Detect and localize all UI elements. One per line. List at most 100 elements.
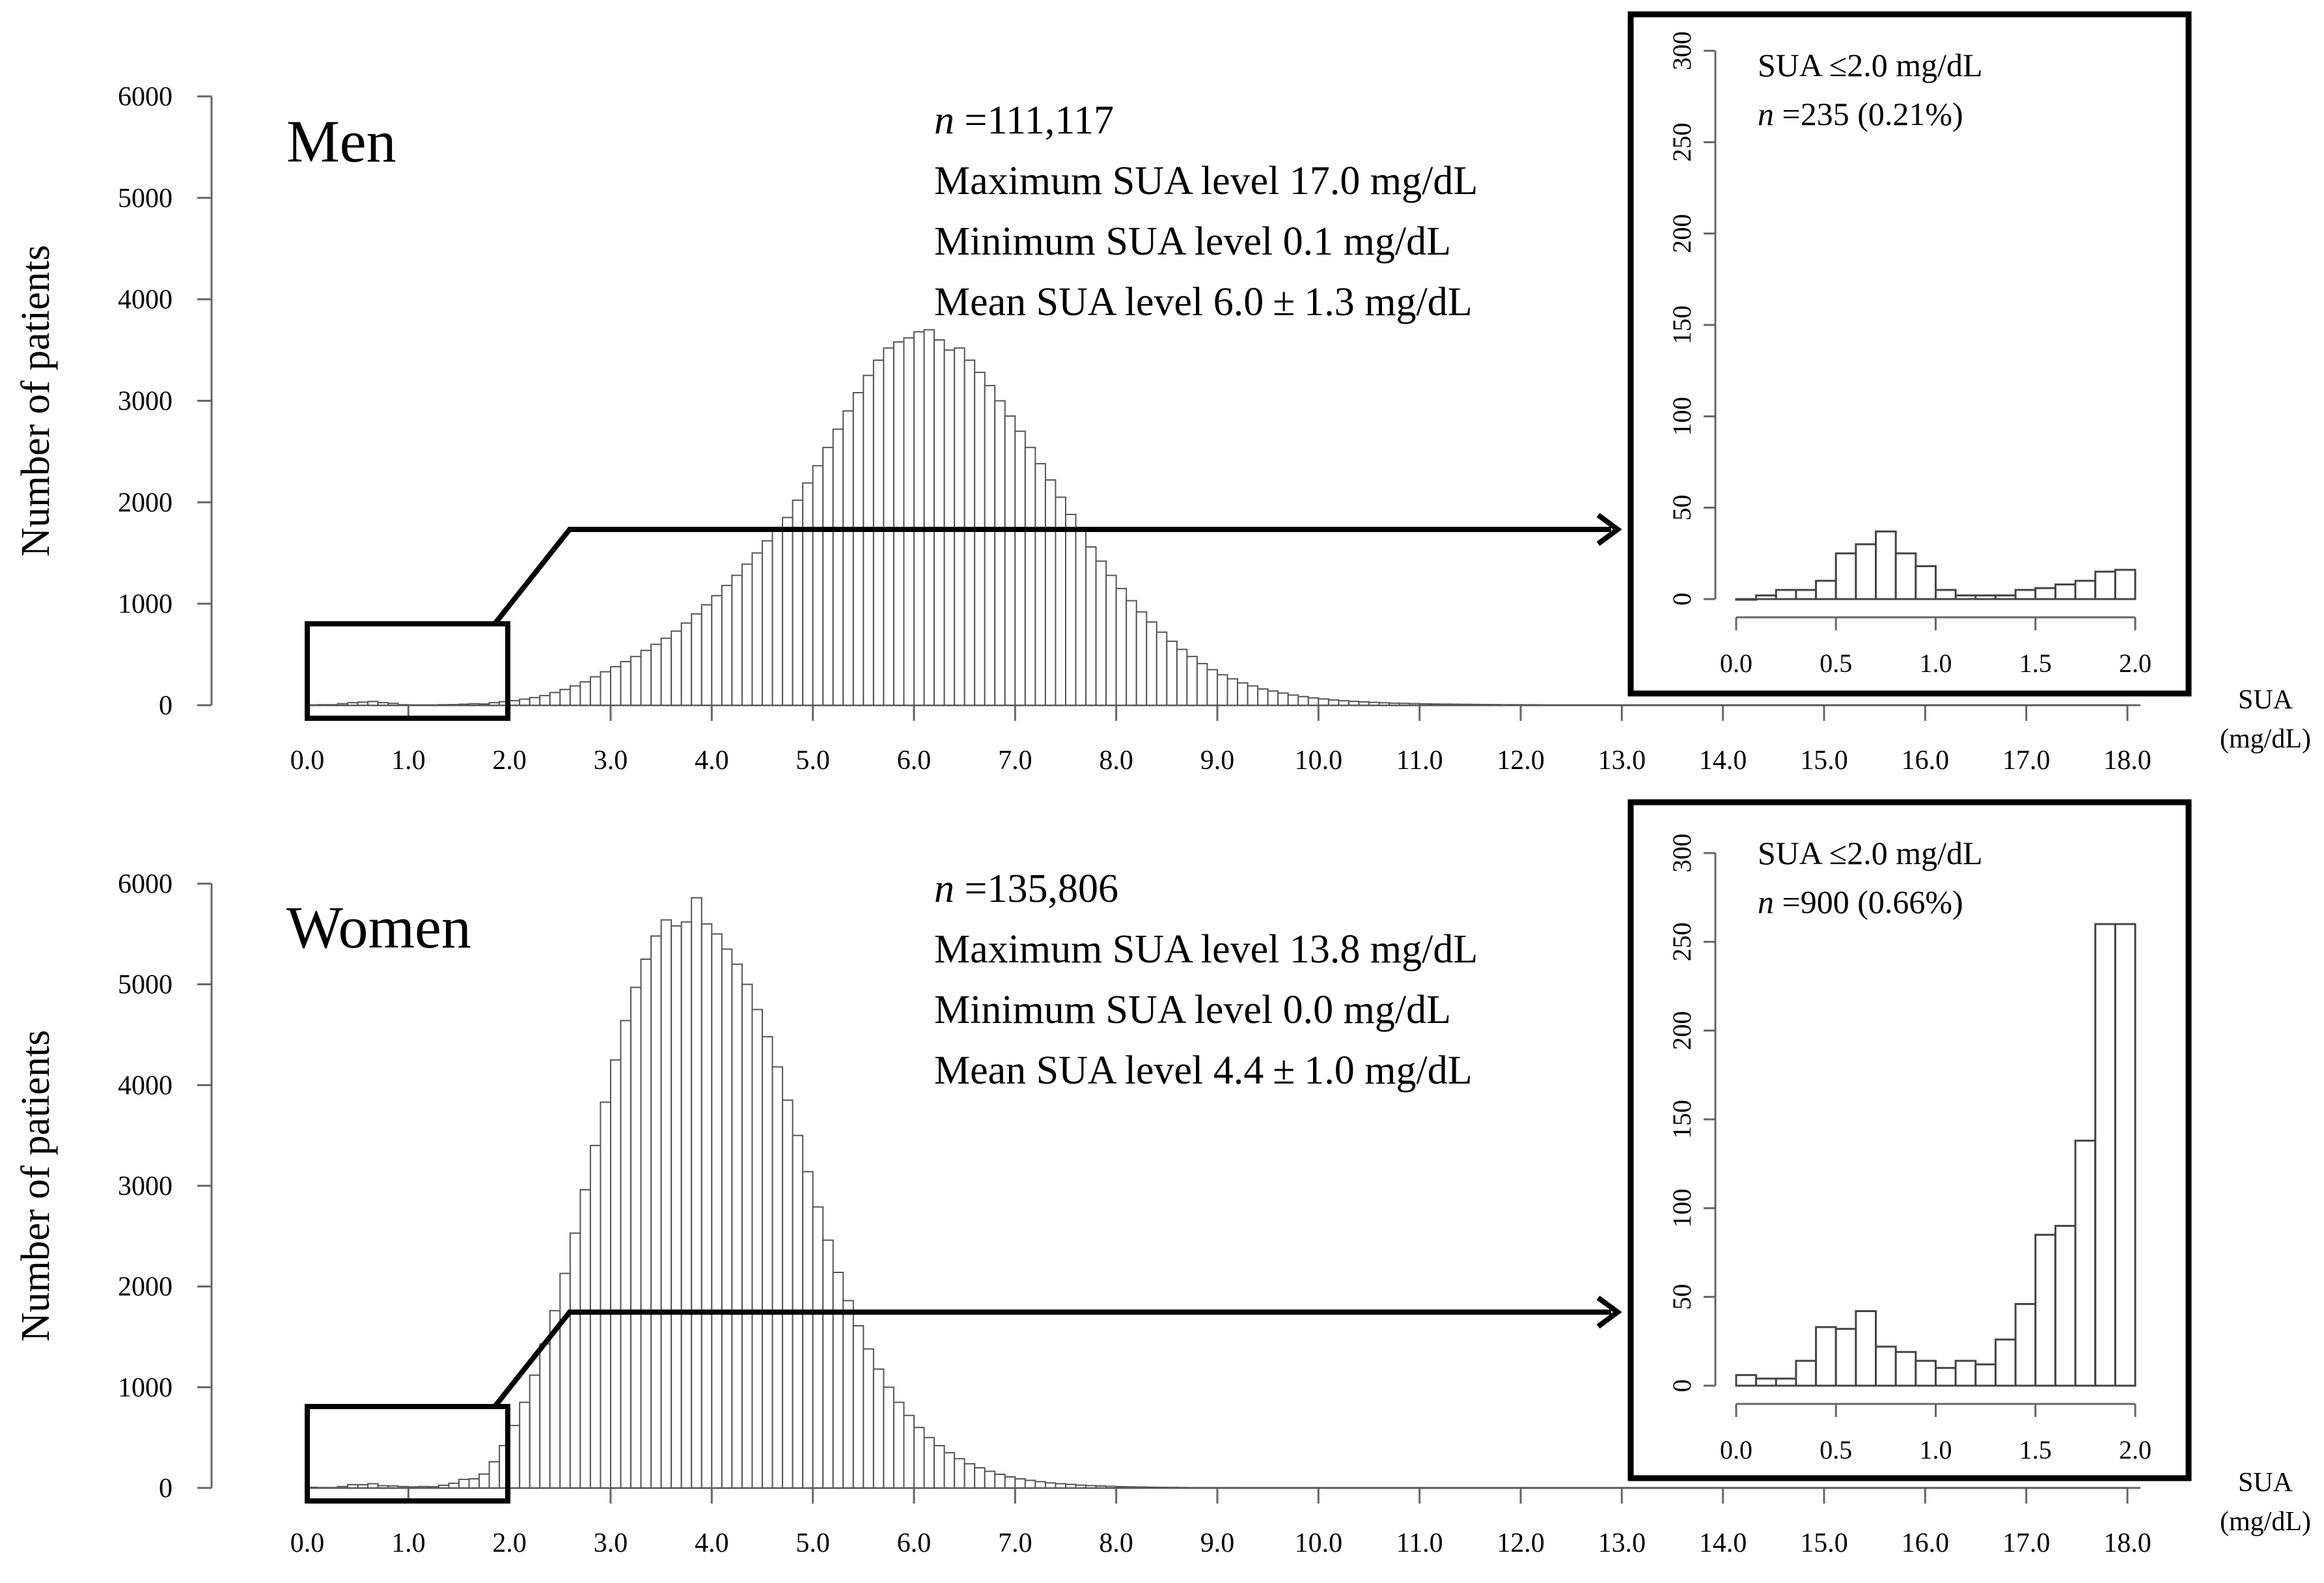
x-tick-label: 7.0: [998, 1528, 1032, 1558]
histogram-bar: [782, 516, 794, 706]
inset-x-tick-label: 2.0: [2119, 1435, 2151, 1464]
inset-bar: [2114, 923, 2137, 1387]
histogram-bar: [883, 1386, 894, 1489]
histogram-bar: [721, 585, 733, 706]
x-tick-label: 6.0: [897, 1528, 932, 1558]
x-tick-label: 0.0: [290, 746, 325, 776]
histogram-bar: [1004, 415, 1016, 706]
annotation-n-symbol: n: [934, 98, 954, 143]
x-tick-label: 1.0: [391, 746, 426, 776]
histogram-bar: [1196, 663, 1208, 707]
women-panel: Number of patients0100020003000400050006…: [14, 799, 2311, 1558]
histogram-bar: [1126, 600, 1137, 706]
histogram-bar: [741, 563, 753, 706]
histogram-bar: [468, 703, 480, 706]
inset-label-threshold: SUA ≤2.0 mg/dL: [1758, 47, 1983, 83]
x-tick-label: 13.0: [1598, 1528, 1646, 1558]
histogram-bar: [569, 1232, 581, 1489]
panel-title: Men: [286, 108, 396, 175]
zoom-connector: [492, 527, 1611, 626]
histogram-bar: [1146, 621, 1157, 707]
x-tick-label: 4.0: [695, 746, 729, 776]
inset-x-tick-label: 1.0: [1920, 1435, 1952, 1464]
annotation-n-value: =111,117: [954, 98, 1114, 143]
histogram-bar: [1014, 430, 1026, 706]
histogram-bar: [620, 1020, 632, 1489]
annotation-mean: Mean SUA level 6.0 ±1.3 mg/dL: [934, 280, 1473, 324]
histogram-bar: [397, 1485, 409, 1489]
inset-y-tick-label: 300: [1667, 834, 1696, 873]
histogram-bar: [671, 630, 682, 706]
histogram-bar: [762, 1036, 773, 1489]
y-axis-label: Number of patients: [14, 245, 58, 557]
inset-bar: [1994, 594, 2017, 600]
inset-bar: [1894, 1351, 1917, 1387]
histogram-bar: [934, 1445, 945, 1489]
histogram-bar: [1024, 447, 1036, 707]
histogram-bar: [1307, 697, 1320, 707]
histogram-bar: [620, 660, 632, 706]
histogram-bar: [1378, 702, 1390, 707]
x-tick-label: 9.0: [1200, 1528, 1235, 1558]
histogram-bar: [943, 1451, 956, 1489]
x-tick-label: 8.0: [1099, 1528, 1133, 1558]
arrow-head: [1596, 1295, 1622, 1329]
histogram-bar: [700, 604, 713, 706]
histogram-bar: [771, 1066, 784, 1489]
y-tick-label: 5000: [118, 184, 173, 214]
inset-bar: [1875, 1345, 1897, 1387]
annotation-mean-prefix: Mean SUA level 4.4: [934, 1048, 1264, 1093]
inset-bar: [2094, 570, 2116, 600]
x-tick-label: 18.0: [2103, 746, 2151, 776]
histogram-bar: [1409, 703, 1420, 707]
y-tick-label: 1000: [118, 589, 173, 619]
x-axis-label: SUA: [2238, 685, 2293, 715]
histogram-bar: [1176, 649, 1188, 707]
histogram-bar: [731, 963, 743, 1489]
inset-y-tick-label: 50: [1667, 495, 1696, 521]
histogram-bar: [1155, 631, 1168, 706]
inset-x-tick-label: 1.5: [2019, 649, 2052, 678]
x-tick-label: 0.0: [290, 1528, 325, 1558]
histogram-bar: [508, 1425, 521, 1489]
inset-bar: [1735, 1374, 1758, 1387]
histogram-bar: [650, 935, 662, 1489]
histogram-bar: [1217, 674, 1228, 706]
histogram-bar: [337, 703, 349, 706]
inset-bar: [1855, 543, 1877, 600]
inset-bar: [1834, 552, 1857, 600]
histogram-bar: [519, 1401, 531, 1489]
x-tick-label: 12.0: [1497, 1528, 1545, 1558]
inset-bar: [1755, 594, 1777, 600]
histogram-bar: [448, 1482, 460, 1489]
inset-x-tick-label: 1.0: [1920, 649, 1952, 678]
histogram-bar: [1095, 560, 1107, 707]
inset-bar: [1974, 1363, 1997, 1387]
histogram-bar: [802, 1171, 814, 1489]
histogram-bar: [600, 671, 612, 706]
inset-y-tick-label: 200: [1667, 214, 1696, 253]
histogram-bar: [630, 987, 642, 1489]
annotation-n-symbol: n: [934, 867, 954, 911]
histogram-bar: [892, 341, 905, 706]
zoom-connector: [492, 1310, 1611, 1408]
histogram-bar: [1368, 701, 1380, 707]
zoom-box: [305, 621, 510, 721]
histogram-bar: [1075, 529, 1087, 706]
histogram-bar: [357, 701, 369, 706]
histogram-bar: [1115, 1485, 1127, 1489]
histogram-bar: [569, 685, 581, 707]
histogram-bar: [579, 681, 591, 706]
histogram-bar: [1297, 695, 1309, 706]
histogram-bar: [892, 1401, 905, 1489]
histogram-bar: [1389, 702, 1400, 706]
histogram-bar: [478, 703, 490, 707]
annotation-max: Maximum SUA level 17.0 mg/dL: [934, 159, 1478, 203]
histogram-bar: [1247, 685, 1259, 707]
x-tick-label: 16.0: [1902, 1528, 1950, 1558]
inset-x-tick-label: 2.0: [2119, 649, 2151, 678]
annotation-mean-suffix: 1.3 mg/dL: [1304, 280, 1472, 324]
inset-x-tick-label: 0.0: [1720, 649, 1752, 678]
histogram-bar: [549, 692, 561, 707]
x-tick-label: 10.0: [1295, 1528, 1343, 1558]
